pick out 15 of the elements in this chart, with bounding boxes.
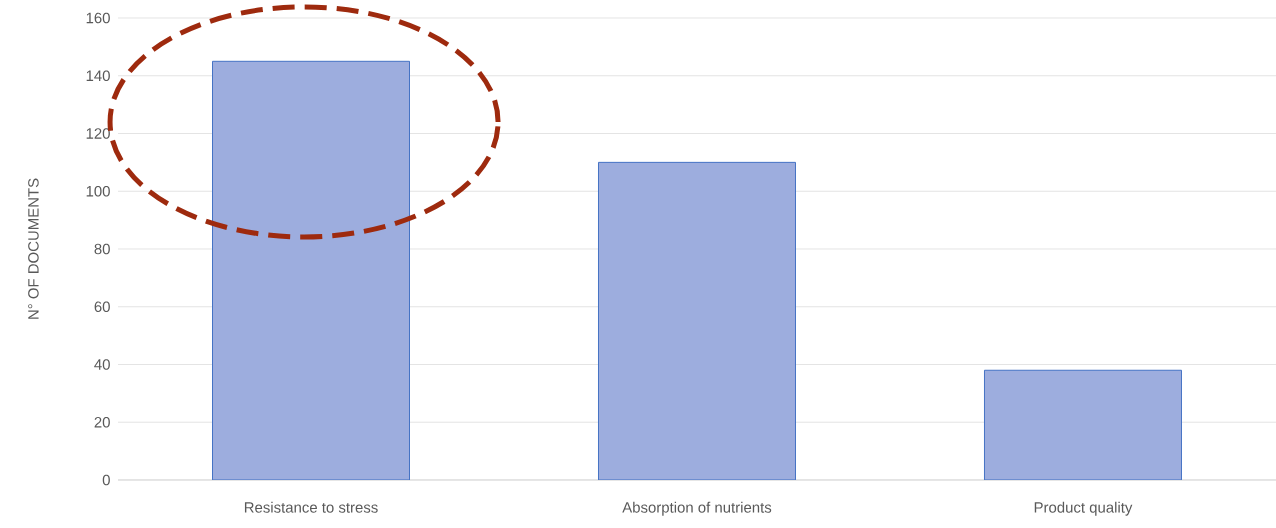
y-tick-label: 40 <box>94 359 110 370</box>
bar <box>983 369 1182 480</box>
y-tick-label: 120 <box>86 128 110 139</box>
y-tick-label: 160 <box>86 12 110 24</box>
x-tick-label: Resistance to stress <box>244 501 378 513</box>
y-tick-label: 80 <box>94 243 110 255</box>
y-tick-label: 100 <box>86 185 110 197</box>
x-tick-label: Product quality <box>1034 501 1133 516</box>
x-tick-label: Absorption of nutrients <box>622 501 772 516</box>
y-tick-label: 140 <box>86 70 110 82</box>
y-axis-title: N° OF DOCUMENTS <box>28 178 39 319</box>
bar <box>597 161 796 480</box>
y-tick-label: 20 <box>94 416 110 428</box>
y-tick-label: 0 <box>102 474 110 486</box>
y-tick-label: 60 <box>94 301 110 313</box>
